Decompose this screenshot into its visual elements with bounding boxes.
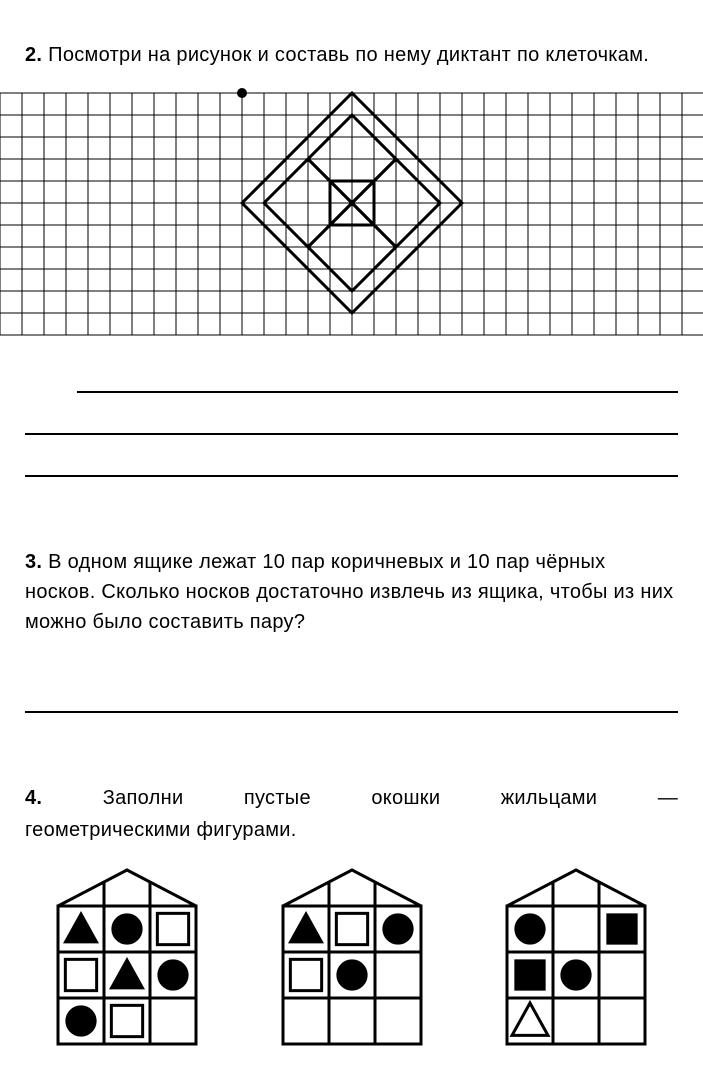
task3-text: В одном ящике лежат 10 пар коричневых и … <box>25 551 673 633</box>
house-1 <box>55 867 199 1047</box>
task4-number: 4. <box>25 787 42 809</box>
task2-grid-figure <box>0 82 703 339</box>
task2-number: 2. <box>25 44 42 66</box>
task2-text: Посмотри на рисунок и составь по нему ди… <box>48 44 649 66</box>
task2-answer-lines <box>25 357 678 477</box>
answer-line[interactable] <box>25 441 678 477</box>
task3-number: 3. <box>25 551 42 573</box>
task2-prompt: 2. Посмотри на рисунок и составь по нему… <box>25 40 678 70</box>
house-3 <box>504 867 648 1047</box>
task4-prompt-line2: геометрическими фигурами. <box>25 815 678 845</box>
answer-line[interactable] <box>25 399 678 435</box>
task3-answer-line[interactable] <box>25 677 678 713</box>
task3-prompt: 3. В одном ящике лежат 10 пар коричневых… <box>25 547 678 637</box>
answer-line[interactable] <box>77 357 678 393</box>
house-2 <box>280 867 424 1047</box>
task4-text-1: Заполни пустые окошки жильцами — <box>103 787 678 809</box>
task4-prompt-line1: 4. Заполни пустые окошки жильцами — <box>25 783 678 813</box>
houses-row <box>25 857 678 1047</box>
